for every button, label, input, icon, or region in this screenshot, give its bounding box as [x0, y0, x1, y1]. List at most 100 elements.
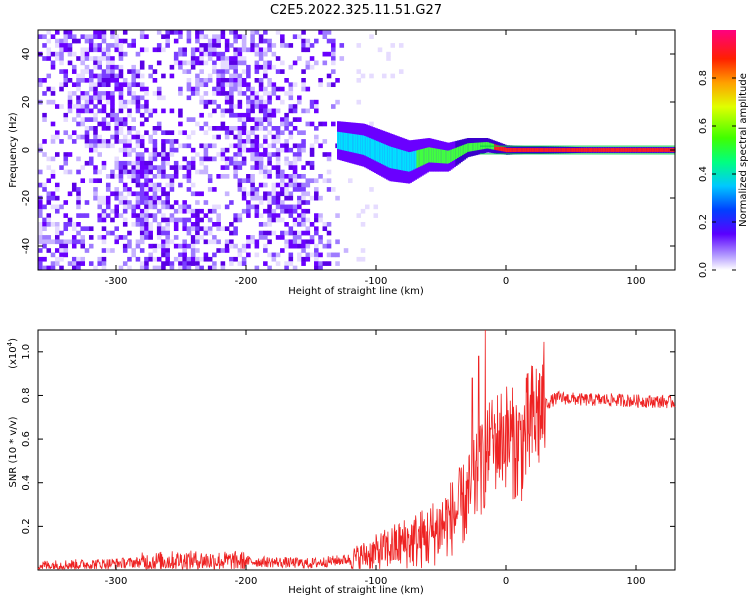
spectrogram-cell: [195, 30, 200, 35]
carrier-core: [435, 148, 438, 163]
spectrogram-cell: [88, 235, 94, 240]
spectrogram-cell: [309, 222, 315, 227]
spectrogram-cell: [54, 104, 60, 109]
carrier-core: [440, 149, 443, 164]
spectrogram-cell: [122, 117, 128, 122]
spectrogram-cell: [182, 165, 187, 170]
spectrogram-cell: [233, 213, 238, 218]
carrier-core: [477, 142, 480, 151]
spectrogram-cell: [63, 213, 69, 218]
spectrogram-cell: [114, 160, 119, 166]
spectrogram-cell: [46, 191, 52, 197]
spectrogram-cell: [224, 134, 230, 140]
spectrogram-cell: [203, 230, 209, 236]
spectrogram-cell: [110, 69, 115, 74]
spectrogram-cell: [241, 208, 247, 214]
carrier-core: [625, 148, 629, 152]
spectrogram-cell: [71, 261, 77, 266]
spectrogram-cell: [135, 143, 141, 149]
x-tick-label: -200: [235, 276, 258, 287]
spectrogram-cell: [156, 30, 162, 35]
spectrogram-cell: [80, 121, 86, 127]
spectrogram-cell: [161, 187, 166, 192]
spectrogram-cell: [97, 56, 102, 61]
spectrogram-cell: [233, 104, 238, 109]
carrier-core: [651, 148, 654, 152]
spectrogram-cell: [182, 226, 187, 232]
spectrogram-cell: [67, 222, 73, 227]
spectrogram-cell: [88, 78, 94, 83]
spectrogram-cell: [139, 152, 145, 157]
spectrogram-cell: [93, 191, 98, 197]
spectrogram-cell: [301, 69, 306, 74]
spectrogram-cell: [216, 86, 221, 92]
spectrogram-cell: [156, 222, 162, 227]
spectrogram-cell: [195, 82, 200, 88]
spectrogram-cell: [271, 91, 277, 96]
spectrogram-cell: [237, 165, 243, 170]
spectrogram-cell: [322, 152, 328, 157]
spectrogram-cell: [178, 60, 183, 66]
spectrogram-cell: [63, 117, 69, 122]
spectrogram-cell: [199, 95, 204, 101]
carrier-core: [431, 147, 434, 163]
carrier-core: [661, 148, 664, 152]
spectrogram-cell: [263, 230, 268, 236]
spectrogram-cell: [280, 235, 285, 240]
spectrogram-cell: [216, 43, 221, 48]
spectrogram-cell: [63, 47, 69, 53]
spectrogram-cell: [135, 165, 141, 170]
carrier-core: [659, 148, 663, 152]
spectrogram-cell: [67, 78, 73, 83]
figure-title: C2E5.2022.325.11.51.G27: [270, 3, 442, 18]
spectrogram-cell: [54, 43, 60, 48]
spectrogram-cell: [288, 64, 294, 70]
spectrogram-cell: [131, 38, 136, 44]
spectrogram-cell: [144, 182, 149, 188]
spectrogram-cell: [80, 104, 86, 109]
spectrogram-cell: [76, 156, 81, 162]
spectrogram-cell: [246, 191, 251, 197]
spectrogram-cell: [220, 86, 226, 92]
spectrogram-cell: [203, 51, 209, 57]
spectrogram-cell: [105, 213, 111, 218]
spectrogram-cell: [288, 104, 294, 109]
spectrogram-cell: [165, 248, 170, 253]
spectrogram-cell: [292, 178, 298, 184]
spectrogram-cell: [254, 78, 260, 83]
spectrogram-cell: [148, 243, 153, 249]
carrier-core: [571, 148, 575, 152]
spectrogram-cell: [195, 152, 200, 157]
spectrogram-cell: [322, 226, 328, 232]
spectrogram-cell: [292, 169, 298, 175]
spectrogram-cell: [258, 156, 264, 162]
spectrogram-cell: [237, 213, 243, 218]
spectrogram-cell: [309, 143, 315, 149]
spectrogram-cell: [237, 60, 243, 66]
spectrogram-cell: [224, 69, 230, 74]
spectrogram-cell: [250, 130, 255, 136]
spectrogram-cell: [267, 143, 272, 149]
spectrogram-cell: [297, 147, 302, 153]
spectrogram-cell: [190, 248, 196, 253]
spectrogram-cell: [224, 126, 230, 131]
spectrogram-cell: [88, 261, 94, 266]
spectrogram-cell: [271, 152, 277, 157]
spectrogram-cell: [88, 86, 94, 92]
spectrogram-cell: [186, 169, 192, 175]
carrier-core: [634, 148, 637, 152]
spectrogram-cell: [263, 38, 268, 44]
spectrogram-cell: [292, 126, 298, 131]
spectrogram-cell: [318, 213, 323, 218]
spectrogram-cell: [93, 143, 98, 149]
spectrogram-cell: [224, 82, 230, 88]
spectrogram-cell: [59, 230, 64, 236]
spectrogram-cell: [331, 104, 336, 109]
spectrogram-cell: [127, 200, 132, 205]
spectrogram-cell: [88, 99, 94, 105]
spectrogram-cell: [114, 213, 119, 218]
spectrogram-cell: [38, 261, 43, 266]
spectrogram-cell: [292, 156, 298, 162]
carrier-core: [511, 147, 514, 153]
spectrogram-cell: [122, 217, 128, 223]
